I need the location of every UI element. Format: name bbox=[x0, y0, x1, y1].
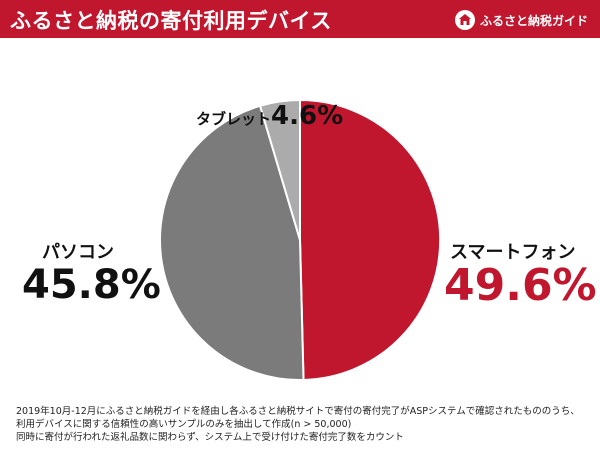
slice-category-pc: パソコン bbox=[42, 242, 114, 263]
brand-name: ふるさと納税ガイド bbox=[479, 13, 588, 28]
house-logo-icon bbox=[454, 10, 475, 30]
slice-label-pc: パソコン 45.8% bbox=[22, 238, 161, 308]
header-bar: ふるさと納税の寄付利用デバイス ふるさと納税ガイド bbox=[0, 0, 600, 38]
footnote-line: 2019年10月-12月にふるさと納税ガイドを経由し各ふるさと納税サイトで寄付の… bbox=[16, 406, 580, 417]
pie-slice-pc bbox=[159, 104, 305, 381]
slice-category-smartphone: スマートフォン bbox=[450, 242, 576, 263]
slice-category-tablet: タブレット bbox=[196, 110, 272, 128]
slice-label-smartphone: スマートフォン 49.6% bbox=[444, 238, 597, 311]
pie-chart-svg bbox=[159, 98, 442, 381]
brand[interactable]: ふるさと納税ガイド bbox=[454, 9, 588, 31]
page-title: ふるさと納税の寄付利用デバイス bbox=[10, 9, 332, 33]
slice-label-tablet: タブレット4.6% bbox=[196, 101, 343, 131]
slice-percent-smartphone: 49.6% bbox=[444, 260, 597, 311]
footnote: 2019年10月-12月にふるさと納税ガイドを経由し各ふるさと納税サイトで寄付の… bbox=[16, 405, 592, 444]
pie-chart: タブレット4.6% パソコン 45.8% スマートフォン 49.6% bbox=[0, 38, 600, 400]
pie-slice-smartphone bbox=[299, 98, 442, 381]
pie-slice-tablet bbox=[258, 98, 301, 241]
footnote-line: 利用デバイスに関する信頼性の高いサンプルのみを抽出して作成(n > 50,000… bbox=[16, 419, 352, 430]
footnote-line: 同時に寄付が行われた返礼品数に関わらず、システム上で受け付けた寄付完了数をカウン… bbox=[16, 432, 404, 443]
slice-percent-tablet: 4.6% bbox=[271, 101, 344, 131]
slice-percent-pc: 45.8% bbox=[22, 262, 161, 308]
